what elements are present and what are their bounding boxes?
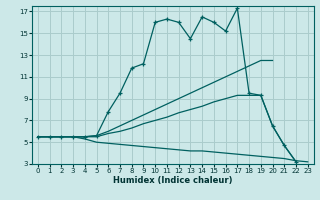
- X-axis label: Humidex (Indice chaleur): Humidex (Indice chaleur): [113, 176, 233, 185]
